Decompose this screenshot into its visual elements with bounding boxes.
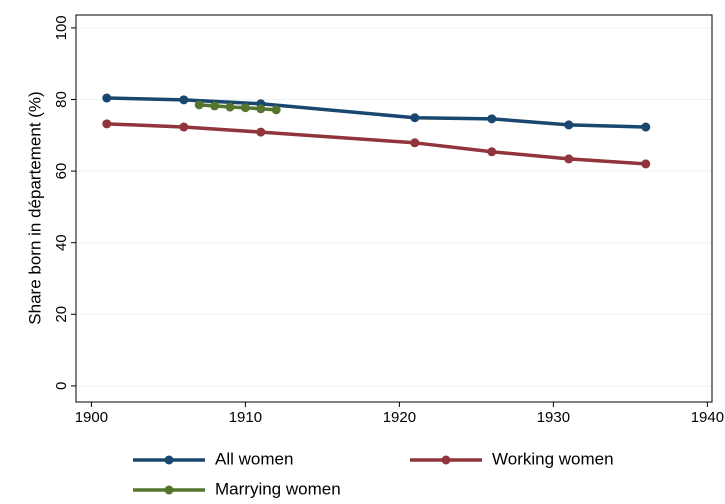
data-point [102,93,112,103]
legend-label: Working women [492,449,614,468]
legend-label: Marrying women [215,479,341,498]
y-tick-label: 60 [53,163,70,180]
plot-frame [75,14,713,403]
data-point [564,120,574,130]
x-tick-label: 1920 [383,409,416,426]
y-tick-label: 40 [53,234,70,251]
data-point [194,100,204,110]
data-point [240,103,250,113]
legend-label: All women [215,449,293,468]
data-point [641,122,651,132]
data-point [271,105,281,115]
data-point [410,113,420,123]
data-point [487,147,497,157]
data-point [179,122,189,132]
data-point [102,119,112,129]
data-point [179,95,189,105]
y-tick-label: 0 [53,382,70,390]
data-point [487,114,497,124]
legend-marker [164,485,174,495]
y-axis-label: Share born in département (%) [25,91,44,324]
data-point [210,101,220,111]
x-tick-label: 1940 [691,409,724,426]
legend-marker [164,455,174,465]
y-tick-label: 100 [53,15,70,40]
x-tick-label: 1930 [537,409,570,426]
x-tick-label: 1900 [75,409,108,426]
data-point [410,138,420,148]
y-tick-label: 20 [53,306,70,323]
y-tick-label: 80 [53,91,70,108]
data-point [256,104,266,114]
data-point [564,154,574,164]
data-point [641,159,651,169]
x-tick-label: 1910 [229,409,262,426]
legend-marker [441,455,451,465]
data-point [256,127,266,137]
data-point [225,102,235,112]
